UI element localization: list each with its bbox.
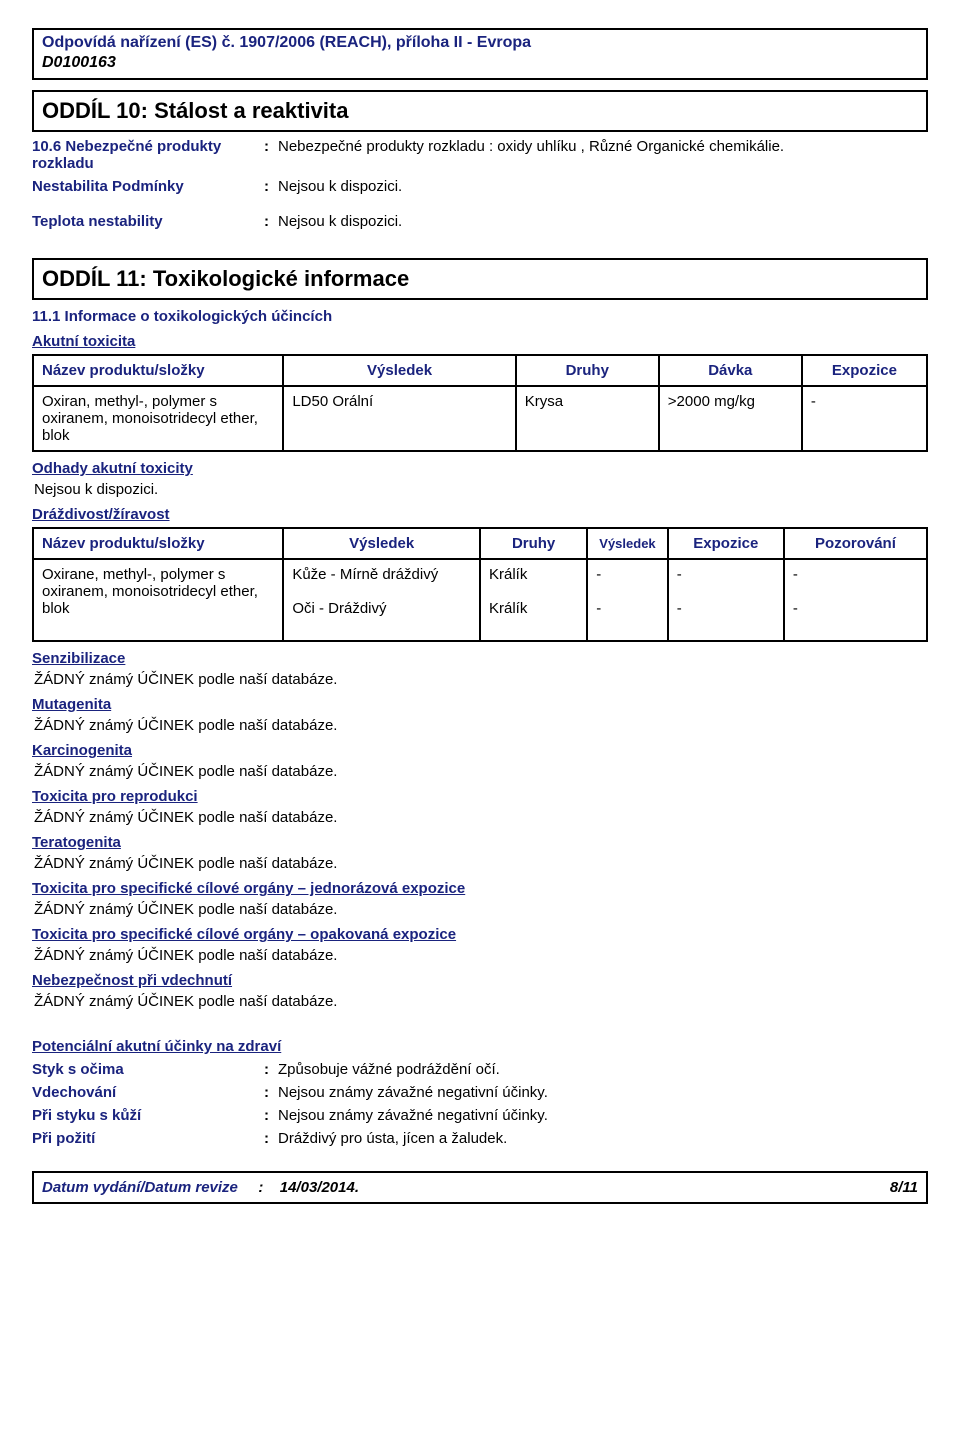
table-header-row: Název produktu/složky Výsledek Druhy Dáv… [33, 355, 927, 386]
block-text: ŽÁDNÝ známý ÚČINEK podle naší databáze. [34, 717, 928, 734]
acute-toxicity-table: Název produktu/složky Výsledek Druhy Dáv… [32, 354, 928, 452]
section-11-title-box: ODDÍL 11: Toxikologické informace [32, 258, 928, 300]
block-text: ŽÁDNÝ známý ÚČINEK podle naší databáze. [34, 763, 928, 780]
acute-estimate-heading: Odhady akutní toxicity [32, 460, 928, 477]
td: - [802, 386, 927, 451]
colon: : [264, 213, 278, 230]
kv-label: Při styku s kůží [32, 1107, 264, 1124]
kv-label: Styk s očima [32, 1061, 264, 1078]
footer-label: Datum vydání/Datum revize [42, 1179, 238, 1196]
kv-value: Nejsou k dispozici. [278, 178, 402, 195]
block-text: ŽÁDNÝ známý ÚČINEK podle naší databáze. [34, 993, 928, 1010]
kv-label: Nestabilita Podmínky [32, 178, 264, 195]
section-11-title: ODDÍL 11: Toxikologické informace [42, 266, 409, 291]
subsection-11-1: 11.1 Informace o toxikologických účincíc… [32, 308, 928, 325]
colon: : [264, 1084, 278, 1101]
effect-blocks: Senzibilizace ŽÁDNÝ známý ÚČINEK podle n… [32, 650, 928, 1010]
block-text: ŽÁDNÝ známý ÚČINEK podle naší databáze. [34, 671, 928, 688]
td: - - [784, 559, 927, 641]
td: Oxiran, methyl-, polymer s oxiranem, mon… [33, 386, 283, 451]
td: Oxirane, methyl-, polymer s oxiranem, mo… [33, 559, 283, 641]
block-text: ŽÁDNÝ známý ÚČINEK podle naší databáze. [34, 947, 928, 964]
kv-label: Při požití [32, 1130, 264, 1147]
td: Krysa [516, 386, 659, 451]
colon: : [264, 1061, 278, 1078]
th: Název produktu/složky [33, 528, 283, 559]
footer-colon: : [250, 1179, 268, 1196]
th: Název produktu/složky [33, 355, 283, 386]
colon: : [264, 138, 278, 172]
product-code: D0100163 [42, 54, 918, 72]
kv-row: 10.6 Nebezpečné produkty rozkladu : Nebe… [32, 138, 928, 172]
footer-date: 14/03/2014. [280, 1179, 359, 1196]
block-heading: Senzibilizace [32, 650, 928, 667]
footer-page: 8/11 [890, 1179, 918, 1196]
table-row: Oxirane, methyl-, polymer s oxiranem, mo… [33, 559, 927, 641]
th: Výsledek [283, 355, 515, 386]
block-heading: Karcinogenita [32, 742, 928, 759]
kv-row: Při požití : Dráždivý pro ústa, jícen a … [32, 1130, 928, 1147]
page: Odpovídá nařízení (ES) č. 1907/2006 (REA… [0, 0, 960, 1224]
block-heading: Nebezpečnost při vdechnutí [32, 972, 928, 989]
kv-value: Nejsou k dispozici. [278, 213, 402, 230]
kv-row: Při styku s kůží : Nejsou známy závažné … [32, 1107, 928, 1124]
td: Kůže - Mírně dráždivý Oči - Dráždivý [283, 559, 480, 641]
header-box: Odpovídá nařízení (ES) č. 1907/2006 (REA… [32, 28, 928, 80]
irritation-table: Název produktu/složky Výsledek Druhy Výs… [32, 527, 928, 642]
kv-value: Dráždivý pro ústa, jícen a žaludek. [278, 1130, 507, 1147]
footer-left: Datum vydání/Datum revize : 14/03/2014. [42, 1179, 359, 1196]
table-header-row: Název produktu/složky Výsledek Druhy Výs… [33, 528, 927, 559]
th: Expozice [668, 528, 784, 559]
td: LD50 Orální [283, 386, 515, 451]
block-heading: Toxicita pro specifické cílové orgány – … [32, 926, 928, 943]
section-10-title: ODDÍL 10: Stálost a reaktivita [42, 98, 349, 123]
th: Výsledek [283, 528, 480, 559]
th: Dávka [659, 355, 802, 386]
kv-value: Nejsou známy závažné negativní účinky. [278, 1107, 548, 1124]
block-heading: Toxicita pro reprodukci [32, 788, 928, 805]
colon: : [264, 178, 278, 195]
kv-row: Teplota nestability : Nejsou k dispozici… [32, 213, 928, 230]
kv-value: Nejsou známy závažné negativní účinky. [278, 1084, 548, 1101]
th: Druhy [516, 355, 659, 386]
block-text: ŽÁDNÝ známý ÚČINEK podle naší databáze. [34, 809, 928, 826]
colon: : [264, 1107, 278, 1124]
kv-row: Nestabilita Podmínky : Nejsou k dispozic… [32, 178, 928, 195]
block-heading: Toxicita pro specifické cílové orgány – … [32, 880, 928, 897]
kv-value: Způsobuje vážné podráždění očí. [278, 1061, 500, 1078]
kv-value: Nebezpečné produkty rozkladu : oxidy uhl… [278, 138, 784, 172]
th: Výsledek [587, 528, 667, 559]
td: >2000 mg/kg [659, 386, 802, 451]
block-text: ŽÁDNÝ známý ÚČINEK podle naší databáze. [34, 855, 928, 872]
kv-row: Vdechování : Nejsou známy závažné negati… [32, 1084, 928, 1101]
block-heading: Mutagenita [32, 696, 928, 713]
health-effects-heading: Potenciální akutní účinky na zdraví [32, 1038, 928, 1055]
acute-toxicity-heading: Akutní toxicita [32, 333, 928, 350]
irritation-heading: Dráždivost/žíravost [32, 506, 928, 523]
table-row: Oxiran, methyl-, polymer s oxiranem, mon… [33, 386, 927, 451]
td: Králík Králík [480, 559, 587, 641]
kv-label: Vdechování [32, 1084, 264, 1101]
th: Druhy [480, 528, 587, 559]
th: Expozice [802, 355, 927, 386]
th: Pozorování [784, 528, 927, 559]
block-heading: Teratogenita [32, 834, 928, 851]
kv-label: 10.6 Nebezpečné produkty rozkladu [32, 138, 264, 172]
regulation-line: Odpovídá nařízení (ES) č. 1907/2006 (REA… [42, 34, 918, 52]
kv-label: Teplota nestability [32, 213, 264, 230]
section-10-title-box: ODDÍL 10: Stálost a reaktivita [32, 90, 928, 132]
td: - - [668, 559, 784, 641]
colon: : [264, 1130, 278, 1147]
kv-row: Styk s očima : Způsobuje vážné podrážděn… [32, 1061, 928, 1078]
td: - - [587, 559, 667, 641]
footer-box: Datum vydání/Datum revize : 14/03/2014. … [32, 1171, 928, 1204]
acute-estimate-text: Nejsou k dispozici. [34, 481, 928, 498]
block-text: ŽÁDNÝ známý ÚČINEK podle naší databáze. [34, 901, 928, 918]
